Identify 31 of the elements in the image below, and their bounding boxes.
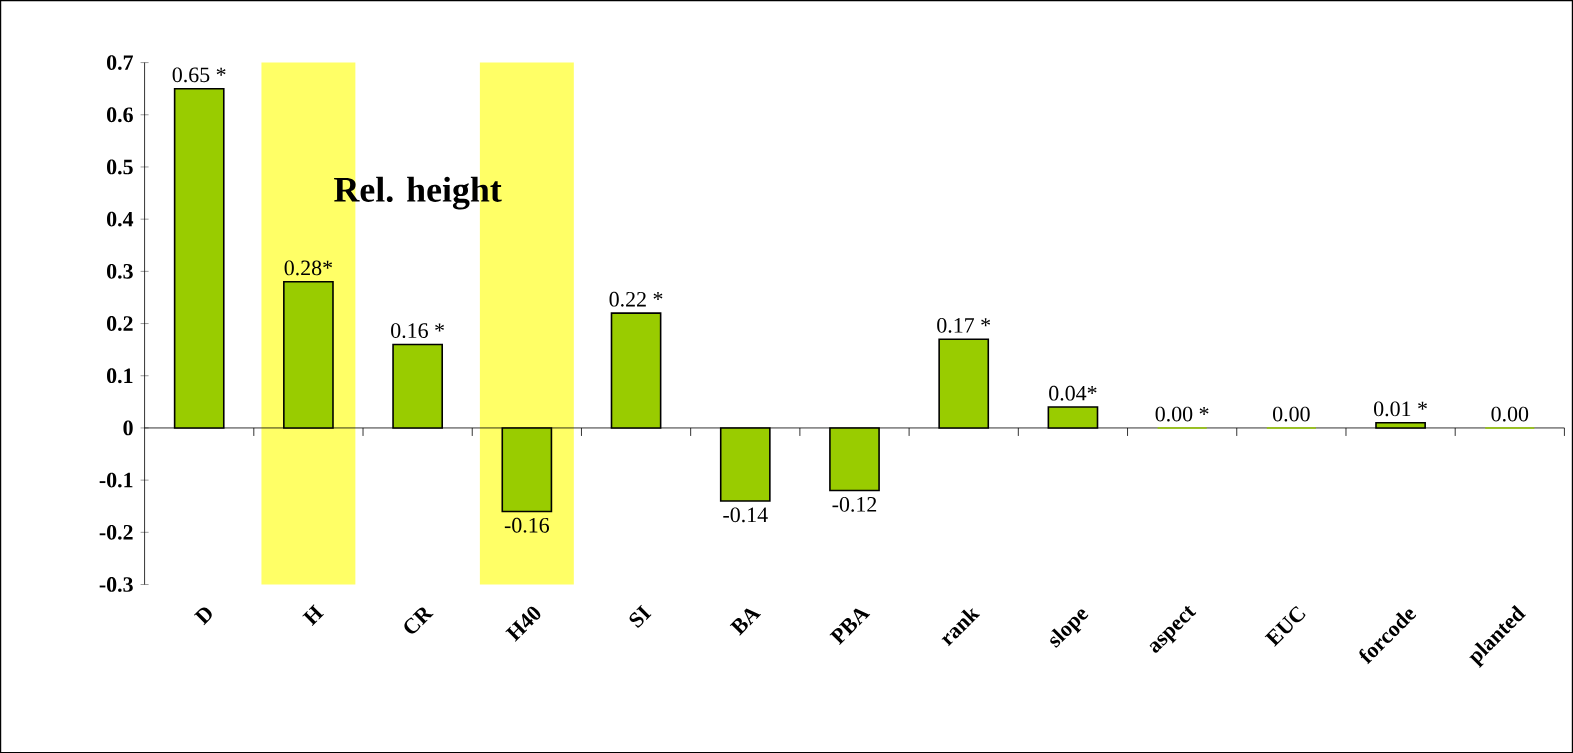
data-label: 0.04* — [1049, 385, 1097, 401]
data-label: 0.28* — [284, 260, 333, 276]
y-tick-label: 0.6 — [107, 107, 133, 123]
y-tick-label: 0.5 — [107, 159, 133, 175]
x-tick-label: PBA — [829, 608, 871, 645]
data-label: 0.00 — [1273, 406, 1310, 422]
data-label: 0.65 * — [172, 67, 226, 83]
data-label: 0.01 * — [1374, 401, 1427, 417]
x-tick-label: H — [302, 604, 324, 627]
y-tick-label: 0.2 — [107, 316, 133, 331]
x-tick-label: BA — [729, 608, 762, 636]
y-tick-label: -0.2 — [99, 524, 133, 540]
data-label: -0.14 — [723, 507, 768, 523]
y-tick-label: -0.3 — [99, 577, 133, 592]
y-tick-label: 0.7 — [107, 55, 133, 70]
x-tick-label: H40 — [505, 606, 541, 642]
y-tick-label: -0.1 — [99, 472, 133, 488]
data-label: 0.16 * — [391, 323, 444, 338]
data-label: 0.00 — [1491, 406, 1529, 422]
data-label: 0.22 * — [609, 291, 663, 307]
data-label: 0.17 * — [937, 317, 991, 333]
y-tick-label: 0.3 — [107, 263, 133, 279]
y-tick-label: 0.1 — [107, 368, 133, 384]
data-label: 0.00 * — [1155, 406, 1209, 422]
x-tick-label: D — [193, 607, 212, 626]
x-tick-label: SI — [629, 604, 652, 628]
x-tick-label: CR — [404, 607, 434, 634]
y-tick-label: 0 — [123, 420, 133, 436]
data-label: -0.16 — [504, 517, 550, 533]
data-label: -0.12 — [832, 496, 877, 512]
y-tick-label: 0.4 — [107, 211, 134, 227]
